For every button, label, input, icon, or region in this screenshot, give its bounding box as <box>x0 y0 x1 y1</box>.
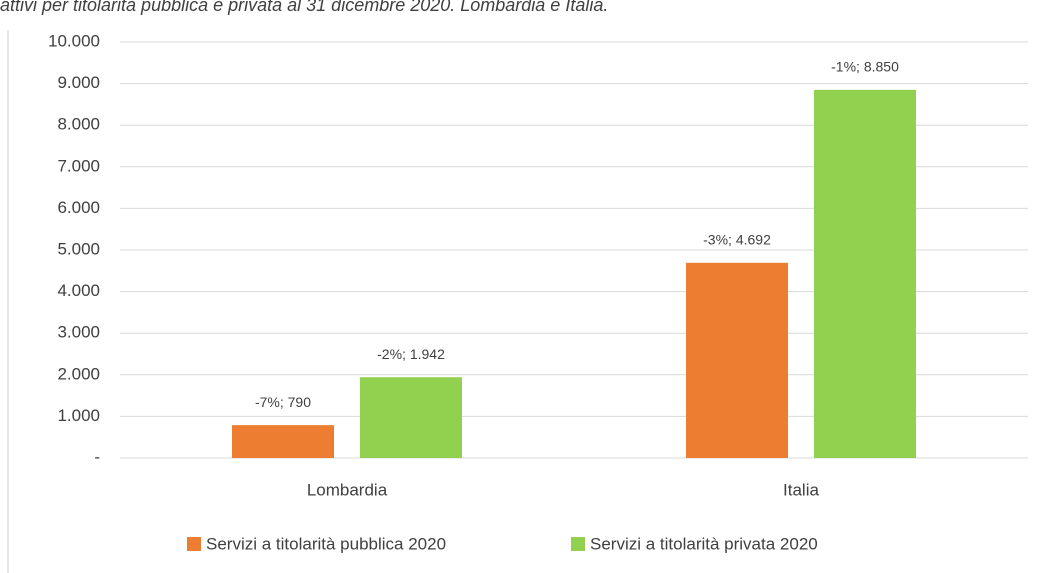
y-tick-label: 8.000 <box>57 115 100 134</box>
data-label: -3%; 4.692 <box>703 232 771 248</box>
y-tick-label: 10.000 <box>48 31 100 50</box>
legend-label: Servizi a titolarità pubblica 2020 <box>206 534 446 553</box>
y-tick-label: 7.000 <box>57 156 100 175</box>
y-tick-label: 5.000 <box>57 239 100 258</box>
y-tick-label: 3.000 <box>57 323 100 342</box>
bar <box>360 377 462 458</box>
data-label: -7%; 790 <box>255 394 311 410</box>
bar <box>686 262 788 458</box>
chart-title: attivi per titolarità pubblica e privata… <box>0 0 608 15</box>
y-tick-label: 6.000 <box>57 198 100 217</box>
y-tick-label: 9.000 <box>57 73 100 92</box>
bar <box>232 425 334 458</box>
legend-swatch <box>571 537 585 551</box>
legend-swatch <box>187 537 201 551</box>
data-label: -1%; 8.850 <box>831 59 899 75</box>
legend-label: Servizi a titolarità privata 2020 <box>590 534 818 553</box>
x-tick-label: Italia <box>783 480 819 499</box>
y-tick-label: 1.000 <box>57 406 100 425</box>
bar <box>814 89 916 458</box>
y-tick-label: 2.000 <box>57 364 100 383</box>
x-tick-label: Lombardia <box>307 480 388 499</box>
y-tick-label: - <box>94 447 100 466</box>
y-tick-label: 4.000 <box>57 281 100 300</box>
data-label: -2%; 1.942 <box>377 346 445 362</box>
